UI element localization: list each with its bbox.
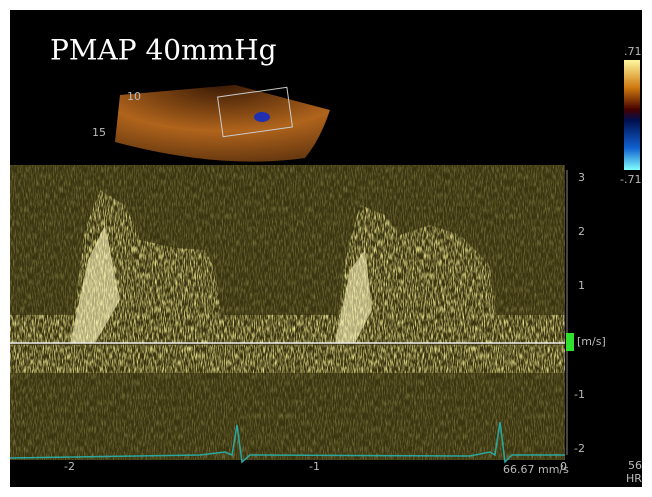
- heart-rate-label: HR: [626, 472, 642, 485]
- time-tick-label: 0: [560, 460, 567, 473]
- sector-image: [115, 85, 330, 162]
- heart-rate-value: 56: [628, 459, 642, 472]
- sweep-speed: 66.67 mm/s: [503, 463, 569, 476]
- ecg-trace: [9, 421, 565, 464]
- spectrum-peaks: [70, 225, 372, 343]
- velocity-unit: [m/s]: [577, 335, 606, 348]
- velocity-tick-label: 1: [578, 279, 585, 292]
- depth-label: 15: [92, 126, 106, 139]
- color-box: [216, 86, 294, 138]
- color-flow: [254, 112, 270, 122]
- color-scale-max: .71: [624, 45, 642, 58]
- time-tick-label: -2: [64, 460, 75, 473]
- depth-label: 10: [127, 90, 141, 103]
- color-scale-min: -.71: [620, 173, 641, 186]
- baseline-marker: [566, 333, 574, 351]
- color-bar: [624, 60, 640, 170]
- time-tick-label: -1: [309, 460, 320, 473]
- velocity-tick-label: -2: [574, 442, 585, 455]
- velocity-tick-label: -1: [574, 388, 585, 401]
- velocity-tick-label: 3: [578, 171, 585, 184]
- velocity-tick-label: 2: [578, 225, 585, 238]
- title: PMAP 40mmHg: [50, 34, 277, 67]
